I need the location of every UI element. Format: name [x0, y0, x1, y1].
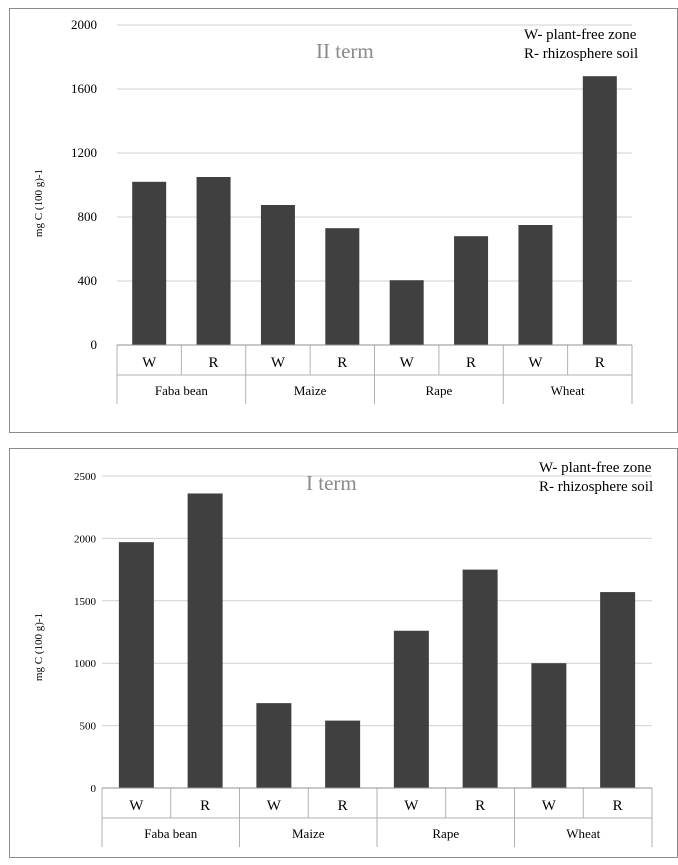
- chart-panel-i-term: 0 500 1000 1500 2000 2500 W R Faba bean W R Maize W R…: [9, 448, 678, 858]
- x-tick-label: R: [209, 355, 219, 371]
- legend-entry-r: R- rhizosphere soil: [539, 479, 654, 495]
- chart-title: I term: [306, 471, 357, 495]
- y-tick-label: 0: [91, 337, 98, 352]
- bar-faba-bean-r: [196, 177, 231, 345]
- x-tick-label: R: [337, 355, 347, 371]
- bar-maize-w: [256, 703, 292, 788]
- x-group-label: Maize: [294, 383, 327, 398]
- legend-entry-w: W- plant-free zone: [539, 460, 652, 476]
- x-tick-label: R: [595, 355, 605, 371]
- bar-maize-r: [325, 720, 361, 788]
- y-tick-label: 1500: [74, 596, 97, 608]
- bar-wheat-r: [582, 76, 617, 345]
- bar-faba-bean-r: [187, 493, 223, 788]
- x-tick-label: W: [400, 355, 415, 371]
- y-tick-label: 0: [91, 783, 97, 795]
- bar-faba-bean-w: [132, 181, 167, 345]
- x-tick-label: W: [542, 798, 557, 814]
- x-tick-label: R: [466, 355, 476, 371]
- bar-maize-w: [260, 205, 295, 345]
- bar-maize-r: [325, 228, 360, 345]
- x-group-label: Wheat: [566, 826, 600, 841]
- bar-rape-r: [454, 236, 489, 345]
- bar-wheat-r: [600, 592, 636, 788]
- y-tick-label: 1600: [71, 81, 97, 96]
- x-group-label: Faba bean: [155, 383, 209, 398]
- y-tick-label: 2000: [74, 533, 97, 545]
- legend-entry-w: W- plant-free zone: [524, 27, 637, 43]
- x-group-label: Wheat: [551, 383, 585, 398]
- bar-rape-w: [393, 630, 429, 788]
- x-tick-label: R: [475, 798, 485, 814]
- x-tick-label: W: [142, 355, 157, 371]
- y-axis-label: mg C (100 g)-1: [33, 612, 46, 682]
- x-tick-label: R: [613, 798, 623, 814]
- x-tick-label: W: [271, 355, 286, 371]
- x-group-label: Faba bean: [144, 826, 198, 841]
- y-tick-label: 400: [78, 273, 98, 288]
- bar-wheat-w: [518, 225, 553, 345]
- y-tick-label: 2500: [74, 471, 97, 483]
- bar-wheat-w: [531, 663, 567, 788]
- y-tick-label: 500: [80, 721, 97, 733]
- y-tick-label: 800: [78, 209, 98, 224]
- legend: W- plant-free zone R- rhizosphere soil: [539, 459, 653, 497]
- y-tick-label: 2000: [71, 17, 97, 32]
- y-axis-label: mg C (100 g)-1: [33, 168, 46, 238]
- legend: W- plant-free zone R- rhizosphere soil: [524, 26, 638, 64]
- legend-entry-r: R- rhizosphere soil: [524, 46, 639, 62]
- x-tick-label: W: [129, 798, 144, 814]
- bar-rape-r: [462, 569, 498, 788]
- x-tick-label: W: [528, 355, 543, 371]
- x-tick-label: W: [267, 798, 282, 814]
- chart-title: II term: [316, 39, 374, 63]
- x-tick-label: R: [338, 798, 348, 814]
- x-tick-label: R: [200, 798, 210, 814]
- x-tick-label: W: [404, 798, 419, 814]
- x-group-label: Rape: [426, 383, 453, 398]
- bar-faba-bean-w: [118, 542, 154, 788]
- y-tick-label: 1200: [71, 145, 97, 160]
- x-group-label: Rape: [432, 826, 459, 841]
- y-tick-label: 1000: [74, 658, 97, 670]
- x-group-label: Maize: [292, 826, 325, 841]
- bar-rape-w: [389, 280, 424, 345]
- chart-panel-ii-term: 0 400 800 1200 1600 2000 W R Faba bean W R Maize W R R…: [9, 8, 678, 433]
